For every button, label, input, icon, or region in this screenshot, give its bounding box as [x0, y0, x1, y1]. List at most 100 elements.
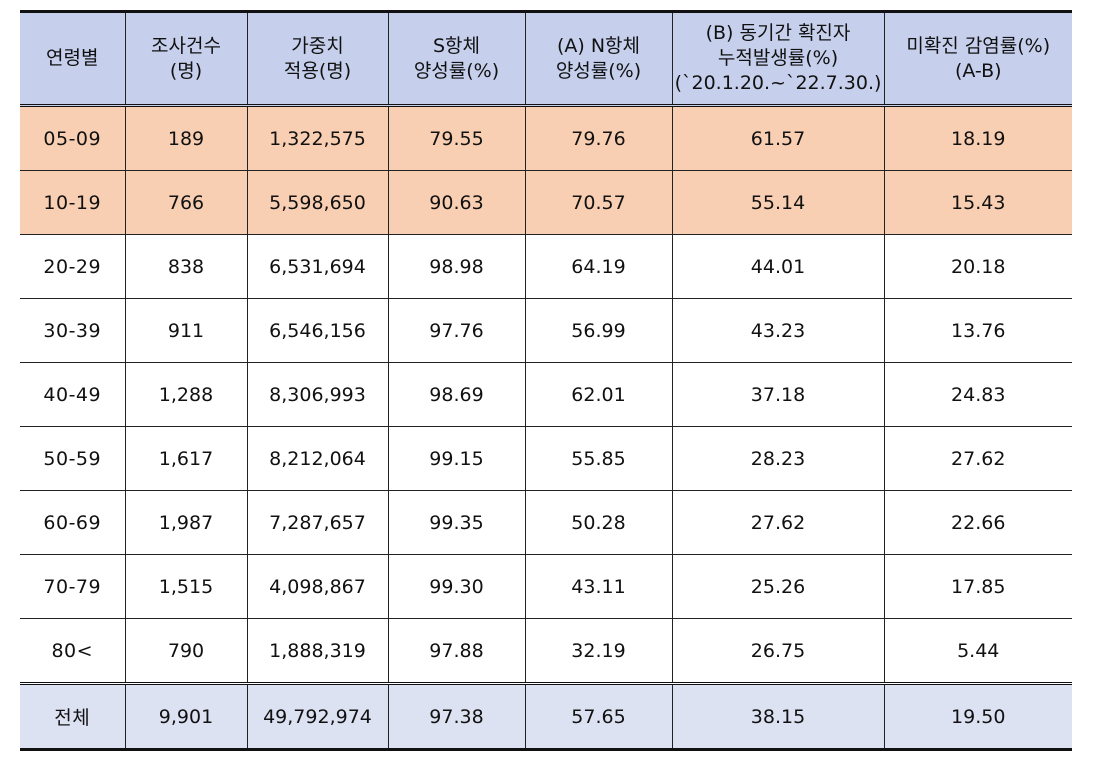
header-line: (A) N항체 — [556, 34, 641, 57]
cell-confirmed-rate: 28.23 — [671, 426, 885, 491]
cell-age: 30-39 — [20, 298, 126, 363]
total-row: 전체 9,901 49,792,974 97.38 57.65 38.15 19… — [20, 682, 1072, 750]
cell-s-rate: 99.30 — [387, 554, 526, 619]
header-line: 적용(명) — [283, 59, 352, 82]
cell-s-rate: 97.38 — [387, 682, 526, 750]
cell-age: 10-19 — [20, 170, 126, 235]
cell-confirmed-rate: 26.75 — [671, 618, 885, 684]
cell-s-rate: 97.88 — [387, 618, 526, 684]
header-weighted-count: 가중치 적용(명) — [246, 11, 389, 107]
cell-n-rate: 79.76 — [524, 105, 673, 171]
cell-weighted: 6,531,694 — [246, 234, 389, 299]
cell-s-rate: 79.55 — [387, 105, 526, 171]
cell-weighted: 8,306,993 — [246, 362, 389, 427]
cell-n-rate: 55.85 — [524, 426, 673, 491]
cell-s-rate: 97.76 — [387, 298, 526, 363]
cell-count: 838 — [124, 234, 248, 299]
cell-confirmed-rate: 27.62 — [671, 490, 885, 555]
cell-weighted: 4,098,867 — [246, 554, 389, 619]
cell-weighted: 49,792,974 — [246, 682, 389, 750]
cell-count: 1,515 — [124, 554, 248, 619]
cell-weighted: 7,287,657 — [246, 490, 389, 555]
cell-unconfirmed-rate: 17.85 — [883, 554, 1072, 619]
cell-n-rate: 43.11 — [524, 554, 673, 619]
cell-count: 766 — [124, 170, 248, 235]
cell-weighted: 5,598,650 — [246, 170, 389, 235]
header-line: 연령별 — [46, 47, 99, 69]
table-row: 05-09 189 1,322,575 79.55 79.76 61.57 18… — [20, 105, 1072, 171]
cell-unconfirmed-rate: 27.62 — [883, 426, 1072, 491]
cell-s-rate: 90.63 — [387, 170, 526, 235]
cell-s-rate: 99.35 — [387, 490, 526, 555]
header-line: 누적발생률(%) — [717, 47, 839, 69]
header-line: (명) — [169, 59, 203, 82]
cell-unconfirmed-rate: 19.50 — [883, 682, 1072, 750]
header-line: 미확진 감염률(%) — [906, 34, 1051, 57]
cell-n-rate: 64.19 — [524, 234, 673, 299]
cell-confirmed-rate: 44.01 — [671, 234, 885, 299]
cell-weighted: 8,212,064 — [246, 426, 389, 491]
cell-weighted: 1,888,319 — [246, 618, 389, 684]
header-row: 연령별 조사건수 (명) 가중치 적용(명) S항체 양성률(%) (A) N항… — [20, 11, 1072, 107]
cell-count: 1,617 — [124, 426, 248, 491]
cell-count: 9,901 — [124, 682, 248, 750]
table-row: 30-39 911 6,546,156 97.76 56.99 43.23 13… — [20, 298, 1072, 363]
antibody-table-container: 연령별 조사건수 (명) 가중치 적용(명) S항체 양성률(%) (A) N항… — [20, 10, 1072, 751]
cell-count: 189 — [124, 105, 248, 171]
cell-count: 790 — [124, 618, 248, 684]
header-line: 가중치 — [291, 34, 344, 57]
header-line: (`20.1.20.~`22.7.30.) — [674, 72, 882, 94]
header-line: S항체 — [432, 34, 481, 57]
table-row: 50-59 1,617 8,212,064 99.15 55.85 28.23 … — [20, 426, 1072, 491]
table-row: 80< 790 1,888,319 97.88 32.19 26.75 5.44 — [20, 618, 1072, 684]
header-line: (B) 동기간 확진자 — [705, 22, 851, 44]
header-line: 양성률(%) — [555, 59, 642, 82]
antibody-positivity-table: 연령별 조사건수 (명) 가중치 적용(명) S항체 양성률(%) (A) N항… — [20, 10, 1072, 751]
cell-unconfirmed-rate: 18.19 — [883, 105, 1072, 171]
cell-confirmed-rate: 38.15 — [671, 682, 885, 750]
cell-confirmed-rate: 61.57 — [671, 105, 885, 171]
header-unconfirmed-infection: 미확진 감염률(%) (A-B) — [883, 11, 1072, 107]
header-n-antibody: (A) N항체 양성률(%) — [524, 11, 673, 107]
cell-n-rate: 62.01 — [524, 362, 673, 427]
cell-confirmed-rate: 25.26 — [671, 554, 885, 619]
cell-unconfirmed-rate: 24.83 — [883, 362, 1072, 427]
cell-count: 1,288 — [124, 362, 248, 427]
cell-total-label: 전체 — [20, 682, 126, 750]
cell-n-rate: 50.28 — [524, 490, 673, 555]
cell-unconfirmed-rate: 15.43 — [883, 170, 1072, 235]
cell-age: 70-79 — [20, 554, 126, 619]
header-age-group: 연령별 — [20, 11, 126, 107]
header-survey-count: 조사건수 (명) — [124, 11, 248, 107]
cell-confirmed-rate: 55.14 — [671, 170, 885, 235]
cell-age: 20-29 — [20, 234, 126, 299]
table-row: 70-79 1,515 4,098,867 99.30 43.11 25.26 … — [20, 554, 1072, 619]
table-row: 20-29 838 6,531,694 98.98 64.19 44.01 20… — [20, 234, 1072, 299]
table-row: 60-69 1,987 7,287,657 99.35 50.28 27.62 … — [20, 490, 1072, 555]
cell-n-rate: 56.99 — [524, 298, 673, 363]
table-header: 연령별 조사건수 (명) 가중치 적용(명) S항체 양성률(%) (A) N항… — [20, 11, 1072, 107]
cell-s-rate: 98.98 — [387, 234, 526, 299]
table-row: 40-49 1,288 8,306,993 98.69 62.01 37.18 … — [20, 362, 1072, 427]
header-confirmed-cumulative: (B) 동기간 확진자 누적발생률(%) (`20.1.20.~`22.7.30… — [671, 11, 885, 107]
cell-s-rate: 98.69 — [387, 362, 526, 427]
cell-count: 911 — [124, 298, 248, 363]
cell-unconfirmed-rate: 13.76 — [883, 298, 1072, 363]
header-line: 양성률(%) — [413, 59, 500, 82]
table-row: 10-19 766 5,598,650 90.63 70.57 55.14 15… — [20, 170, 1072, 235]
cell-unconfirmed-rate: 5.44 — [883, 618, 1072, 684]
cell-s-rate: 99.15 — [387, 426, 526, 491]
cell-age: 60-69 — [20, 490, 126, 555]
cell-unconfirmed-rate: 22.66 — [883, 490, 1072, 555]
header-line: (A-B) — [954, 59, 1002, 82]
cell-age: 80< — [20, 618, 126, 684]
header-s-antibody: S항체 양성률(%) — [387, 11, 526, 107]
cell-n-rate: 70.57 — [524, 170, 673, 235]
cell-n-rate: 32.19 — [524, 618, 673, 684]
table-body: 05-09 189 1,322,575 79.55 79.76 61.57 18… — [20, 105, 1072, 750]
header-line: 조사건수 — [151, 34, 221, 57]
cell-weighted: 6,546,156 — [246, 298, 389, 363]
cell-confirmed-rate: 37.18 — [671, 362, 885, 427]
cell-unconfirmed-rate: 20.18 — [883, 234, 1072, 299]
cell-n-rate: 57.65 — [524, 682, 673, 750]
